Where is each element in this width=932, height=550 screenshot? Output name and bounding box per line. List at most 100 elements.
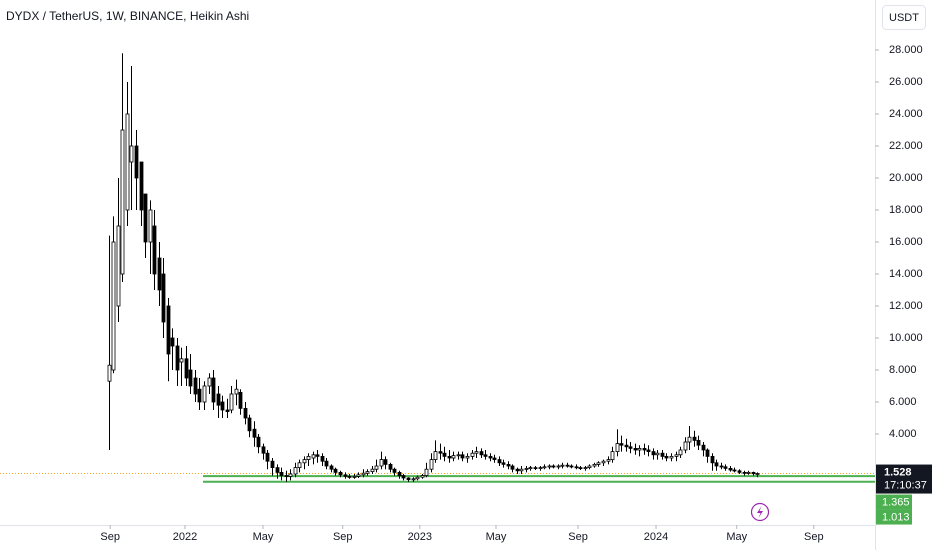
candle-body bbox=[714, 462, 719, 467]
candle-body bbox=[615, 443, 620, 453]
level-label: 1.365 bbox=[882, 496, 910, 508]
candle-body bbox=[479, 451, 484, 456]
candle-body bbox=[451, 455, 456, 459]
candle-body bbox=[311, 454, 316, 459]
candle-body bbox=[510, 465, 515, 470]
candle-body bbox=[238, 391, 243, 409]
currency-label[interactable]: USDT bbox=[889, 12, 919, 24]
candle-body bbox=[755, 473, 760, 475]
candle-body bbox=[429, 459, 434, 470]
candle-body bbox=[533, 467, 538, 470]
candle-body bbox=[492, 457, 497, 461]
candle-body bbox=[397, 471, 402, 476]
candle-body bbox=[107, 364, 112, 382]
candle-body bbox=[220, 401, 225, 411]
candle-body bbox=[256, 436, 261, 448]
candle-body bbox=[302, 459, 307, 464]
candle-body bbox=[411, 478, 416, 481]
x-tick-label: May bbox=[726, 531, 747, 543]
y-tick-label: 14.000 bbox=[889, 268, 923, 280]
candle-body bbox=[211, 377, 216, 403]
candle-body bbox=[125, 113, 130, 211]
candle-body bbox=[225, 409, 230, 413]
replay-icon[interactable] bbox=[750, 502, 770, 522]
candle-body bbox=[433, 451, 438, 461]
y-tick-label: 8.000 bbox=[889, 364, 917, 376]
candles bbox=[107, 53, 760, 482]
icon-circle[interactable] bbox=[750, 502, 770, 522]
candle-body bbox=[279, 471, 284, 476]
candle-body bbox=[347, 475, 352, 478]
candle-body bbox=[202, 385, 207, 403]
candle-body bbox=[383, 459, 388, 465]
y-tick-label: 22.000 bbox=[889, 140, 923, 152]
candle-body bbox=[343, 474, 348, 477]
candle-body bbox=[483, 454, 488, 457]
candle-body bbox=[646, 449, 651, 453]
candle-body bbox=[583, 467, 588, 470]
candle-body bbox=[447, 455, 452, 459]
candle-body bbox=[365, 471, 370, 474]
candle-body bbox=[501, 462, 506, 465]
candle-body bbox=[547, 465, 552, 468]
candle-body bbox=[497, 459, 502, 464]
candle-body bbox=[324, 460, 329, 467]
candle-body bbox=[692, 436, 697, 441]
candle-body bbox=[415, 476, 420, 480]
candle-body bbox=[742, 471, 747, 474]
candle-body bbox=[574, 466, 579, 469]
candle-body bbox=[746, 471, 751, 474]
candle-body bbox=[687, 436, 692, 443]
candle-body bbox=[651, 451, 656, 456]
candle-body bbox=[737, 470, 742, 473]
icon-bolt[interactable] bbox=[757, 506, 763, 518]
candle-body bbox=[356, 474, 361, 477]
last-price-label: 1.528 bbox=[884, 466, 912, 478]
candle-body bbox=[587, 465, 592, 469]
candle-body bbox=[320, 455, 325, 462]
candle-body bbox=[243, 407, 248, 419]
candle-body bbox=[247, 417, 252, 432]
candle-body bbox=[306, 455, 311, 460]
candle-body bbox=[660, 452, 665, 457]
candle-body bbox=[420, 475, 425, 478]
candle-body bbox=[370, 468, 375, 473]
countdown-label: 17:10:37 bbox=[884, 479, 927, 491]
candle-body bbox=[184, 358, 189, 379]
candle-body bbox=[379, 459, 384, 467]
candle-body bbox=[524, 467, 529, 470]
level-label: 1.013 bbox=[882, 511, 910, 523]
candle-body bbox=[293, 467, 298, 475]
candle-body bbox=[392, 468, 397, 473]
candle-body bbox=[352, 475, 357, 478]
candle-body bbox=[456, 454, 461, 457]
candle-body bbox=[637, 447, 642, 451]
candle-body bbox=[460, 454, 465, 459]
chart-title: DYDX / TetherUS, 1W, BINANCE, Heikin Ash… bbox=[6, 9, 249, 23]
candle-body bbox=[655, 452, 660, 456]
candle-body bbox=[592, 463, 597, 467]
candle-body bbox=[474, 451, 479, 454]
candle-body bbox=[229, 393, 234, 411]
y-tick-label: 16.000 bbox=[889, 236, 923, 248]
candle-body bbox=[560, 464, 565, 467]
candle-body bbox=[157, 257, 162, 291]
candle-body bbox=[728, 467, 733, 471]
candle-body bbox=[705, 449, 710, 457]
candle-body bbox=[664, 455, 669, 459]
candle-body bbox=[329, 465, 334, 470]
candle-body bbox=[569, 465, 574, 468]
candle-body bbox=[683, 441, 688, 451]
candle-body bbox=[234, 388, 239, 395]
candle-body bbox=[179, 358, 184, 363]
candle-body bbox=[732, 469, 737, 472]
currency-button[interactable] bbox=[882, 5, 926, 30]
y-tick-label: 4.000 bbox=[889, 428, 917, 440]
candle-body bbox=[628, 446, 633, 449]
y-tick-label: 28.000 bbox=[889, 44, 923, 56]
y-tick-label: 20.000 bbox=[889, 172, 923, 184]
candle-body bbox=[161, 273, 166, 323]
x-tick-label: Sep bbox=[568, 531, 588, 543]
